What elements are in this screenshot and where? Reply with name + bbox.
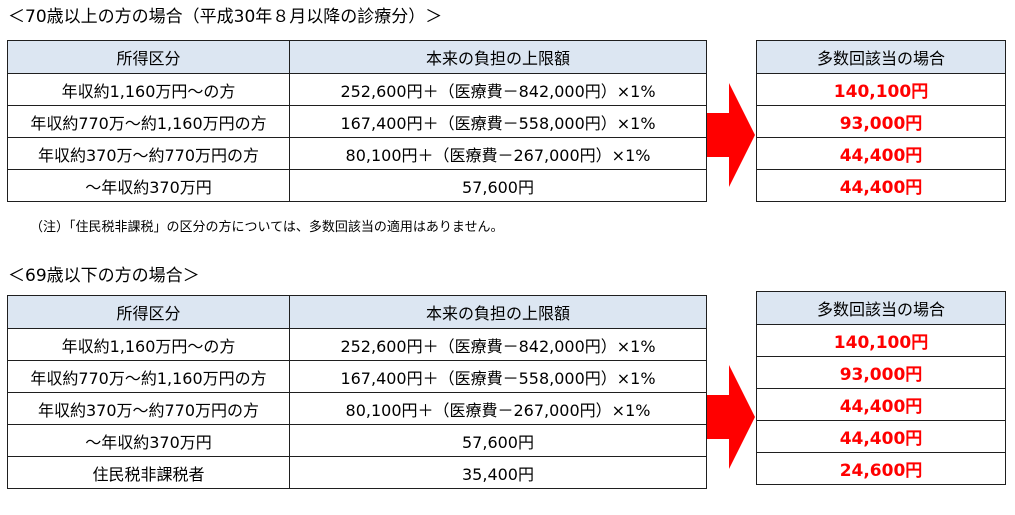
base-limit-cell: 167,400円＋（医療費－558,000円）×1% bbox=[289, 360, 707, 393]
income-bracket-cell: 年収約370万～約770万円の方 bbox=[7, 392, 290, 425]
base-limit-cell: 252,600円＋（医療費－842,000円）×1% bbox=[289, 328, 707, 361]
header-income-bracket: 所得区分 bbox=[7, 40, 290, 74]
income-bracket-cell: 年収約1,160万円～の方 bbox=[7, 328, 290, 361]
table-row: 年収約370万～約770万円の方 80,100円＋（医療費－267,000円）×… bbox=[7, 392, 707, 425]
income-bracket-cell: 年収約1,160万円～の方 bbox=[7, 73, 290, 106]
table-row: 44,400円 bbox=[756, 420, 1006, 453]
table-row: ～年収約370万円 57,600円 bbox=[7, 424, 707, 457]
header-income-bracket: 所得区分 bbox=[7, 295, 290, 329]
multi-case-value: 140,100円 bbox=[756, 324, 1006, 357]
multi-case-value: 44,400円 bbox=[756, 137, 1006, 170]
base-limit-cell: 80,100円＋（医療費－267,000円）×1% bbox=[289, 137, 707, 170]
multi-case-value: 24,600円 bbox=[756, 452, 1006, 485]
table-header-row: 多数回該当の場合 bbox=[756, 40, 1006, 74]
income-bracket-cell: 住民税非課税者 bbox=[7, 456, 290, 489]
header-base-limit: 本来の負担の上限額 bbox=[289, 295, 707, 329]
table-row: 年収約1,160万円～の方 252,600円＋（医療費－842,000円）×1% bbox=[7, 73, 707, 106]
table-row: 年収約370万～約770万円の方 80,100円＋（医療費－267,000円）×… bbox=[7, 137, 707, 170]
table-row: ～年収約370万円 57,600円 bbox=[7, 169, 707, 202]
multi-case-value: 93,000円 bbox=[756, 105, 1006, 138]
base-limit-cell: 252,600円＋（医療費－842,000円）×1% bbox=[289, 73, 707, 106]
table-row: 24,600円 bbox=[756, 452, 1006, 485]
section2-heading: ＜69歳以下の方の場合＞ bbox=[8, 266, 200, 286]
table-row: 44,400円 bbox=[756, 137, 1006, 170]
base-limit-cell: 57,600円 bbox=[289, 169, 707, 202]
table-header-row: 多数回該当の場合 bbox=[756, 291, 1006, 325]
header-multi-case: 多数回該当の場合 bbox=[756, 40, 1006, 74]
table-row: 年収約770万～約1,160万円の方 167,400円＋（医療費－558,000… bbox=[7, 360, 707, 393]
base-limit-cell: 35,400円 bbox=[289, 456, 707, 489]
section2-main-table: 所得区分 本来の負担の上限額 年収約1,160万円～の方 252,600円＋（医… bbox=[7, 295, 707, 489]
right-arrow-icon bbox=[707, 83, 755, 187]
header-multi-case: 多数回該当の場合 bbox=[756, 291, 1006, 325]
table-row: 住民税非課税者 35,400円 bbox=[7, 456, 707, 489]
base-limit-cell: 167,400円＋（医療費－558,000円）×1% bbox=[289, 105, 707, 138]
section2-multi-table: 多数回該当の場合 140,100円 93,000円 44,400円 44,400… bbox=[756, 291, 1006, 485]
multi-case-value: 44,400円 bbox=[756, 388, 1006, 421]
right-arrow-icon bbox=[707, 365, 755, 469]
header-base-limit: 本来の負担の上限額 bbox=[289, 40, 707, 74]
multi-case-value: 44,400円 bbox=[756, 420, 1006, 453]
table-header-row: 所得区分 本来の負担の上限額 bbox=[7, 295, 707, 329]
income-bracket-cell: ～年収約370万円 bbox=[7, 169, 290, 202]
income-bracket-cell: 年収約370万～約770万円の方 bbox=[7, 137, 290, 170]
section1-heading: ＜70歳以上の方の場合（平成30年８月以降の診療分）＞ bbox=[8, 7, 443, 27]
income-bracket-cell: 年収約770万～約1,160万円の方 bbox=[7, 105, 290, 138]
base-limit-cell: 57,600円 bbox=[289, 424, 707, 457]
table-row: 年収約1,160万円～の方 252,600円＋（医療費－842,000円）×1% bbox=[7, 328, 707, 361]
table-row: 93,000円 bbox=[756, 356, 1006, 389]
table-row: 年収約770万～約1,160万円の方 167,400円＋（医療費－558,000… bbox=[7, 105, 707, 138]
multi-case-value: 44,400円 bbox=[756, 169, 1006, 202]
section1-note: （注）「住民税非課税」の区分の方については、多数回該当の適用はありません。 bbox=[30, 220, 504, 235]
table-row: 140,100円 bbox=[756, 324, 1006, 357]
base-limit-cell: 80,100円＋（医療費－267,000円）×1% bbox=[289, 392, 707, 425]
multi-case-value: 140,100円 bbox=[756, 73, 1006, 106]
income-bracket-cell: ～年収約370万円 bbox=[7, 424, 290, 457]
multi-case-value: 93,000円 bbox=[756, 356, 1006, 389]
section1-multi-table: 多数回該当の場合 140,100円 93,000円 44,400円 44,400… bbox=[756, 40, 1006, 202]
section1-main-table: 所得区分 本来の負担の上限額 年収約1,160万円～の方 252,600円＋（医… bbox=[7, 40, 707, 202]
income-bracket-cell: 年収約770万～約1,160万円の方 bbox=[7, 360, 290, 393]
table-row: 44,400円 bbox=[756, 388, 1006, 421]
table-row: 93,000円 bbox=[756, 105, 1006, 138]
table-row: 44,400円 bbox=[756, 169, 1006, 202]
table-header-row: 所得区分 本来の負担の上限額 bbox=[7, 40, 707, 74]
table-row: 140,100円 bbox=[756, 73, 1006, 106]
